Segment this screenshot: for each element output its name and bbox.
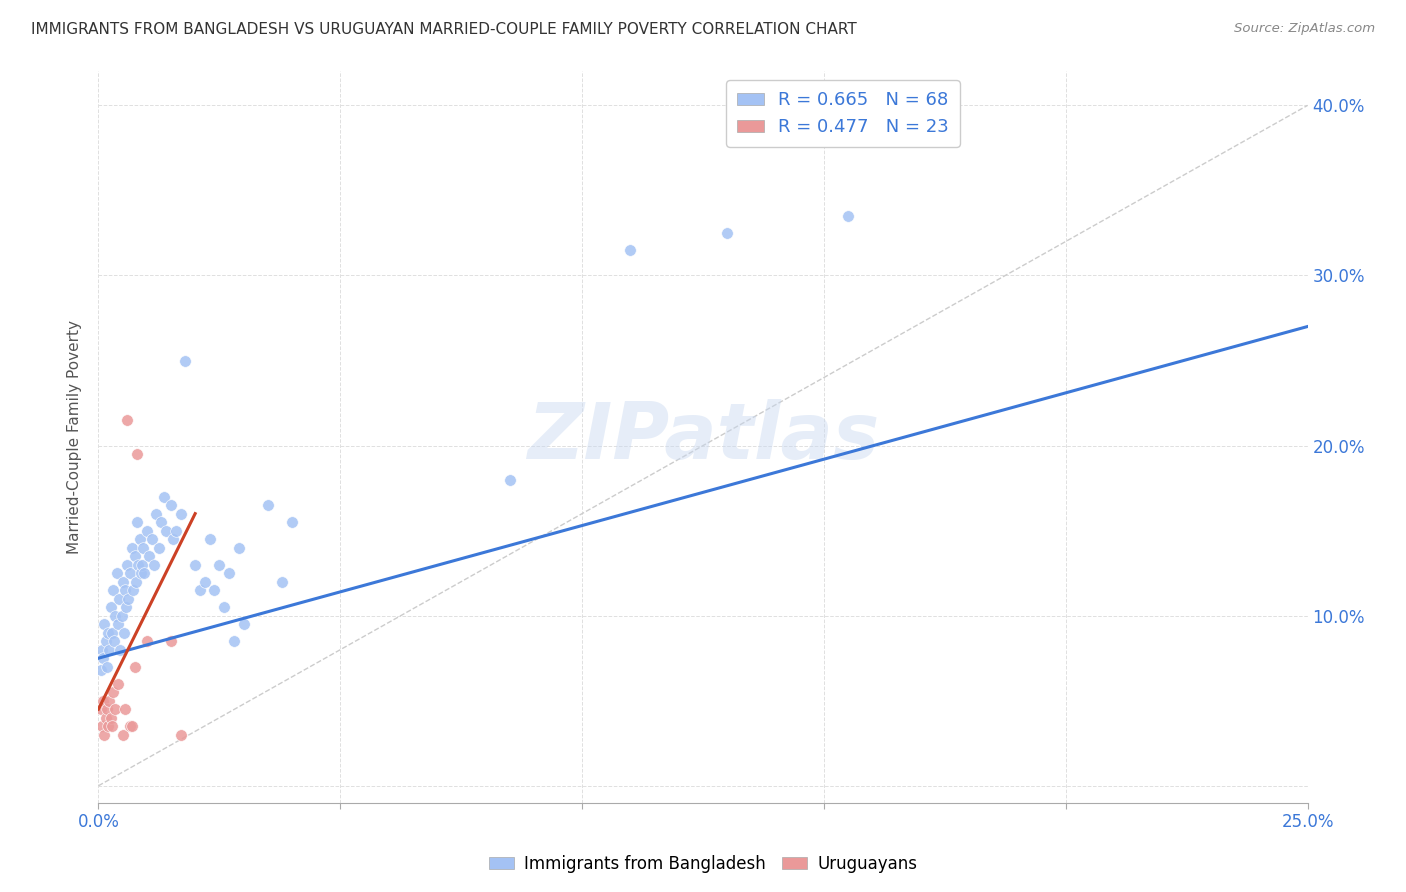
Point: [94, 711, 117, 725]
Point: [152, 490, 174, 504]
Point: [117, 558, 139, 572]
Point: [101, 685, 124, 699]
Point: [148, 541, 170, 555]
Point: [198, 532, 221, 546]
Point: [174, 353, 197, 368]
Point: [204, 583, 226, 598]
Point: [118, 719, 141, 733]
Point: [96, 659, 118, 673]
Point: [256, 498, 278, 512]
Point: [97, 719, 120, 733]
Point: [194, 574, 217, 589]
Point: [160, 634, 183, 648]
Point: [108, 642, 131, 657]
Point: [101, 583, 124, 598]
Point: [100, 711, 122, 725]
Point: [165, 524, 187, 538]
Point: [90, 702, 112, 716]
Point: [100, 600, 122, 615]
Point: [124, 549, 146, 563]
Point: [218, 566, 240, 581]
Text: ZIPatlas: ZIPatlas: [527, 399, 879, 475]
Point: [117, 413, 139, 427]
Point: [169, 728, 191, 742]
Text: Source: ZipAtlas.com: Source: ZipAtlas.com: [1234, 22, 1375, 36]
Point: [188, 583, 211, 598]
Point: [619, 243, 641, 257]
Point: [222, 634, 245, 648]
Point: [111, 608, 134, 623]
Point: [97, 625, 120, 640]
Point: [114, 702, 136, 716]
Point: [111, 728, 134, 742]
Point: [134, 566, 156, 581]
Point: [91, 694, 114, 708]
Point: [101, 625, 124, 640]
Legend: R = 0.665   N = 68, R = 0.477   N = 23: R = 0.665 N = 68, R = 0.477 N = 23: [725, 80, 960, 147]
Point: [122, 583, 145, 598]
Point: [91, 642, 114, 657]
Point: [124, 659, 146, 673]
Point: [96, 702, 118, 716]
Point: [121, 719, 143, 733]
Point: [111, 574, 134, 589]
Point: [91, 651, 114, 665]
Point: [91, 719, 114, 733]
Point: [132, 541, 155, 555]
Point: [127, 558, 149, 572]
Point: [118, 566, 141, 581]
Y-axis label: Married-Couple Family Poverty: Married-Couple Family Poverty: [67, 320, 83, 554]
Point: [104, 608, 127, 623]
Point: [155, 524, 177, 538]
Point: [131, 558, 153, 572]
Point: [150, 515, 173, 529]
Point: [114, 583, 136, 598]
Point: [112, 625, 135, 640]
Point: [228, 541, 250, 555]
Point: [232, 617, 254, 632]
Point: [271, 574, 294, 589]
Point: [107, 591, 129, 606]
Point: [212, 600, 235, 615]
Point: [143, 558, 166, 572]
Point: [107, 677, 129, 691]
Point: [98, 642, 121, 657]
Point: [93, 617, 115, 632]
Point: [94, 634, 117, 648]
Point: [127, 515, 149, 529]
Text: IMMIGRANTS FROM BANGLADESH VS URUGUAYAN MARRIED-COUPLE FAMILY POVERTY CORRELATIO: IMMIGRANTS FROM BANGLADESH VS URUGUAYAN …: [31, 22, 856, 37]
Point: [498, 473, 520, 487]
Point: [93, 728, 115, 742]
Legend: Immigrants from Bangladesh, Uruguayans: Immigrants from Bangladesh, Uruguayans: [482, 848, 924, 880]
Point: [127, 447, 149, 461]
Point: [128, 532, 150, 546]
Point: [145, 507, 167, 521]
Point: [281, 515, 304, 529]
Point: [103, 634, 125, 648]
Point: [141, 532, 163, 546]
Point: [169, 507, 191, 521]
Point: [208, 558, 231, 572]
Point: [160, 498, 183, 512]
Point: [135, 634, 157, 648]
Point: [184, 558, 207, 572]
Point: [104, 702, 127, 716]
Point: [105, 566, 128, 581]
Point: [90, 663, 112, 677]
Point: [837, 209, 859, 223]
Point: [107, 617, 129, 632]
Point: [98, 694, 121, 708]
Point: [115, 600, 138, 615]
Point: [135, 524, 157, 538]
Point: [121, 541, 143, 555]
Point: [125, 574, 148, 589]
Point: [162, 532, 184, 546]
Point: [101, 719, 124, 733]
Point: [129, 566, 152, 581]
Point: [117, 591, 139, 606]
Point: [138, 549, 160, 563]
Point: [716, 226, 738, 240]
